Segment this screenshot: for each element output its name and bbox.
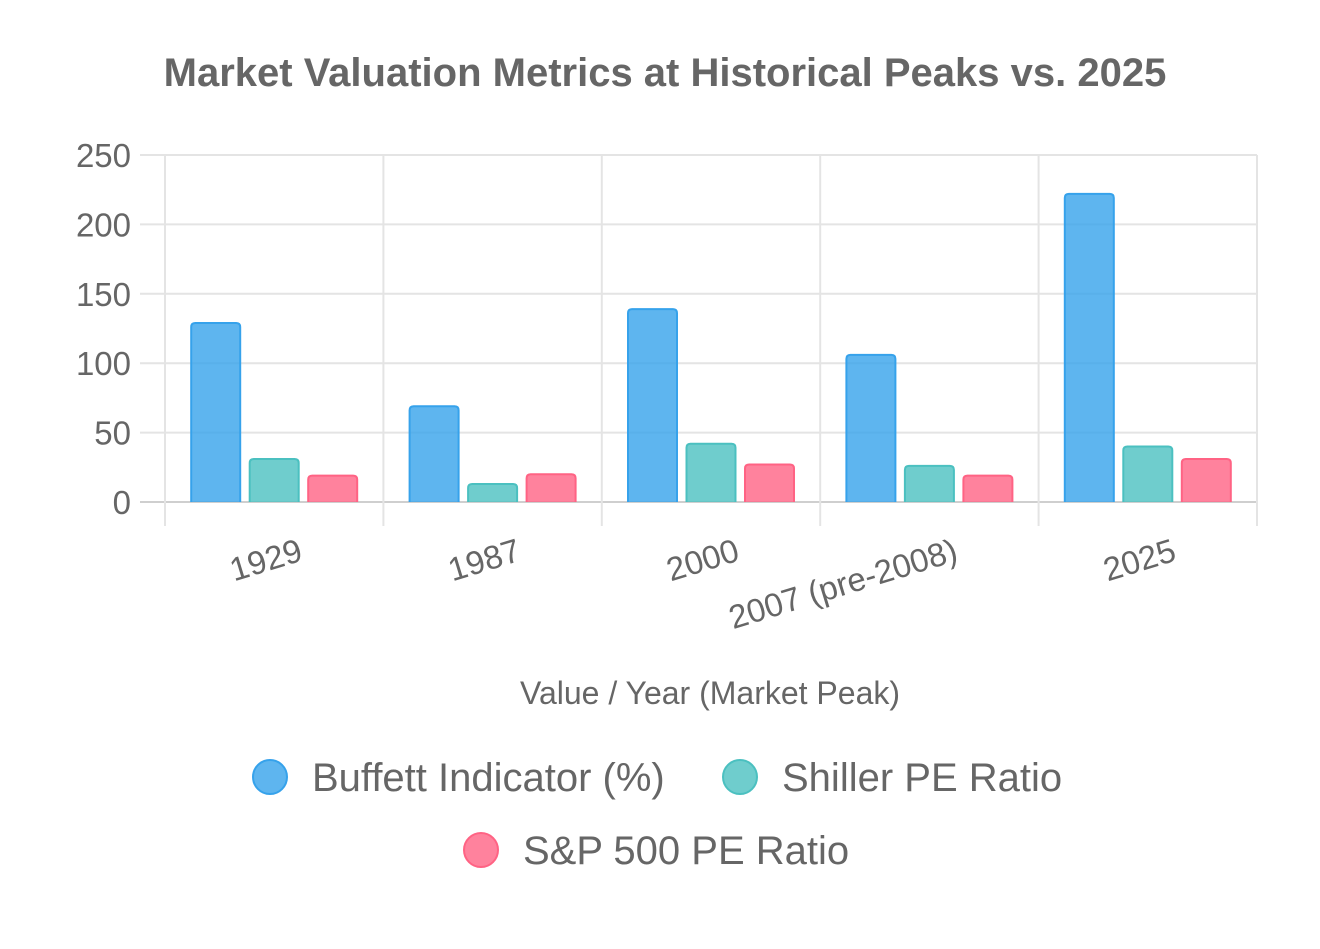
legend-swatch [252, 759, 288, 795]
x-tick-label: 1929 [225, 531, 306, 588]
bar [845, 353, 897, 502]
y-tick-label: 100 [76, 345, 131, 382]
x-axis-label: Value / Year (Market Peak) [520, 675, 900, 711]
bar [962, 474, 1014, 502]
bar [190, 321, 242, 502]
bar [903, 464, 955, 502]
bar [307, 474, 359, 502]
legend: Buffett Indicator (%) Shiller PE Ratio S&P… [252, 756, 1062, 873]
bar [248, 457, 300, 502]
y-tick-label: 150 [76, 276, 131, 313]
legend-swatch [722, 759, 758, 795]
bar [467, 482, 519, 502]
y-tick-label: 50 [94, 415, 131, 452]
chart-title: Market Valuation Metrics at Historical P… [164, 51, 1167, 95]
bar [627, 308, 678, 502]
bar [408, 405, 460, 502]
grid [140, 154, 1258, 526]
legend-swatch [463, 832, 499, 868]
y-tick-label: 200 [76, 206, 131, 243]
x-tick-label: 2025 [1099, 531, 1180, 588]
bars [190, 192, 1232, 502]
x-tick-label: 2000 [662, 531, 743, 588]
y-tick-label: 0 [113, 484, 131, 521]
x-tick-label: 1987 [444, 531, 525, 588]
bar [744, 463, 795, 502]
bar [525, 473, 577, 502]
legend-label: S&P 500 PE Ratio [523, 829, 849, 873]
y-axis-ticks: 0 50 100 150 200 250 [76, 137, 131, 521]
bar [1063, 192, 1115, 502]
legend-label: Shiller PE Ratio [782, 756, 1062, 800]
bar [1122, 445, 1174, 502]
bar [1180, 457, 1232, 502]
x-tick-label: 2007 (pre-2008) [724, 531, 961, 636]
bar [685, 442, 737, 502]
y-tick-label: 250 [76, 137, 131, 174]
legend-label: Buffett Indicator (%) [312, 756, 665, 800]
